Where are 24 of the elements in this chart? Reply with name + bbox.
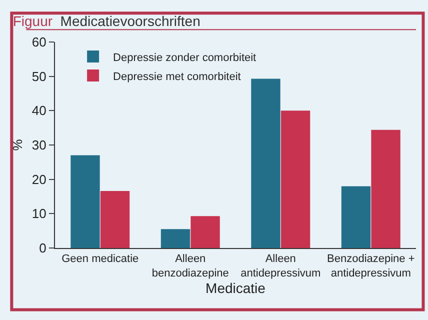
y-axis-title: %	[10, 138, 25, 151]
bar	[160, 229, 190, 248]
bar	[371, 130, 400, 248]
x-tick-label: Alleen benzodiazepine	[152, 253, 229, 280]
x-tick-label: Geen medicatie	[62, 253, 139, 266]
y-tick-label: 30	[32, 138, 46, 153]
y-tick-label: 10	[32, 206, 46, 222]
bar	[280, 110, 310, 248]
x-axis-title: Medicatie	[206, 280, 266, 296]
bar	[251, 78, 280, 248]
bar	[100, 191, 130, 248]
y-tick-label: 0	[39, 240, 46, 256]
y-tick-label: 50	[32, 68, 46, 84]
legend-label: Depressie met comorbiteit	[113, 70, 241, 83]
y-tick-label: 60	[32, 34, 46, 50]
chart-title: Figuur Medicatievoorschriften	[12, 12, 200, 29]
legend-label: Depressie zonder comorbiteit	[113, 52, 256, 64]
y-tick-label: 40	[32, 103, 46, 118]
x-tick-label: Benzodiazepine + antidepressivum	[326, 253, 415, 280]
bar	[190, 216, 220, 248]
bar	[341, 186, 371, 248]
x-tick-label: Alleen antidepressivum	[240, 253, 321, 280]
y-tick-label: 20	[32, 172, 46, 187]
bar	[70, 155, 100, 248]
